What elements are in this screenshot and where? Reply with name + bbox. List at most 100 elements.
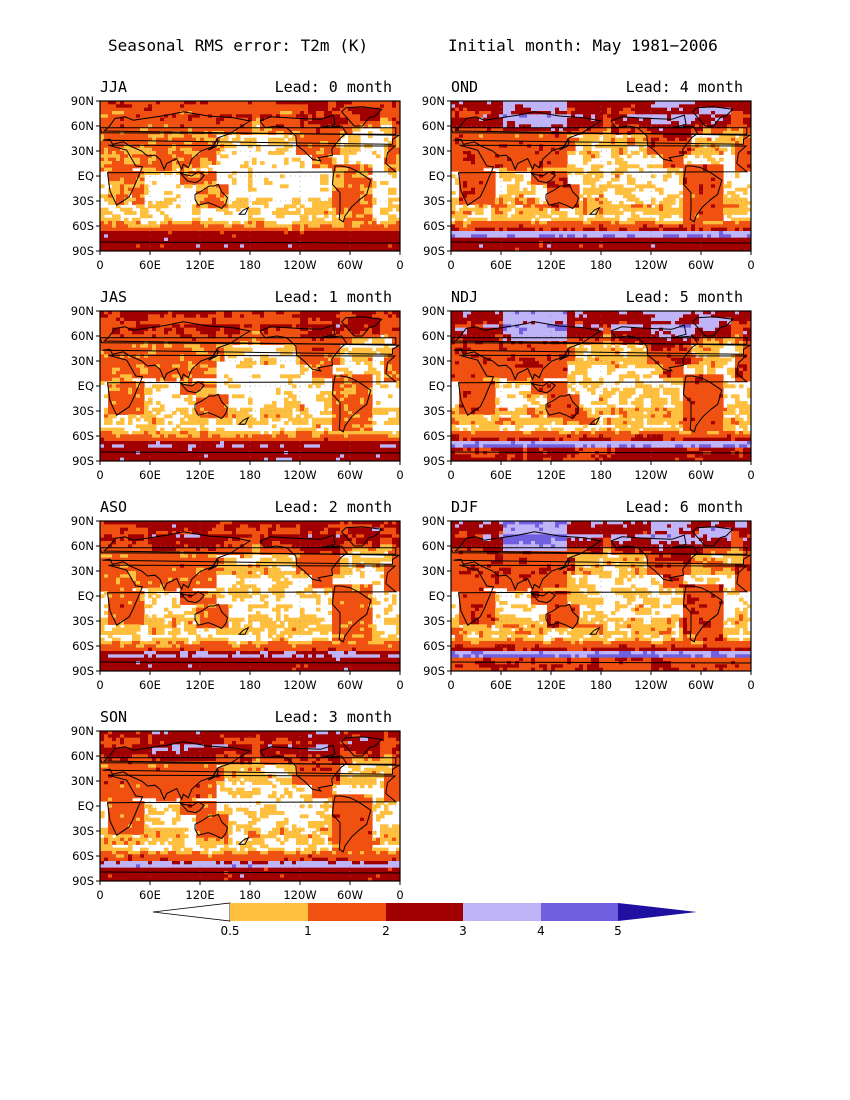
panel-season-label: DJF (451, 498, 478, 516)
lon-tick-label: 180 (590, 468, 612, 482)
lon-tick-label: 180 (590, 678, 612, 692)
lon-tick-label: 60E (490, 678, 512, 692)
lon-tick-label: 0 (96, 888, 103, 902)
lat-tick-label: 60N (422, 539, 445, 553)
lat-tick-label: EQ (78, 379, 94, 393)
coastlines (451, 526, 751, 664)
lon-tick-label: 0 (396, 258, 403, 272)
lat-tick-label: 60S (72, 639, 94, 653)
lon-tick-label: 120W (634, 678, 667, 692)
lon-tick-label: 120E (536, 468, 565, 482)
lat-tick-label: 30S (423, 194, 445, 208)
lat-tick-label: 90S (72, 874, 94, 888)
lat-tick-label: 30N (422, 354, 445, 368)
panel-season-label: JAS (100, 288, 127, 306)
lon-tick-label: 180 (239, 468, 261, 482)
coastlines (451, 106, 751, 244)
map-grid (451, 311, 751, 461)
lat-tick-label: 60S (72, 849, 94, 863)
lon-tick-label: 0 (396, 678, 403, 692)
lon-tick-label: 120E (185, 888, 214, 902)
lon-tick-label: 60E (139, 888, 161, 902)
panel-lead-label: Lead: 6 month (626, 498, 743, 516)
lon-tick-label: 60E (490, 258, 512, 272)
lat-tick-label: 60S (72, 429, 94, 443)
lat-tick-label: EQ (78, 169, 94, 183)
colorbar-segment (308, 903, 386, 921)
lat-tick-label: 30N (422, 144, 445, 158)
lat-tick-label: 90N (71, 94, 94, 108)
lat-tick-label: 90S (423, 244, 445, 258)
lat-tick-label: 90N (422, 94, 445, 108)
lat-tick-label: 60N (71, 329, 94, 343)
figure-subtitle: Initial month: May 1981−2006 (448, 36, 718, 55)
rms-error-field (100, 731, 400, 881)
lat-tick-label: 30S (72, 824, 94, 838)
colorbar-label: 3 (459, 924, 467, 938)
lat-tick-label: 30N (71, 144, 94, 158)
lat-tick-label: 30S (72, 404, 94, 418)
lon-tick-label: 120W (283, 468, 316, 482)
lat-tick-label: 60S (72, 219, 94, 233)
lon-tick-label: 60E (139, 678, 161, 692)
map-grid (100, 521, 400, 671)
lon-tick-label: 120E (185, 258, 214, 272)
figure-title: Seasonal RMS error: T2m (K) (108, 36, 368, 55)
lat-tick-label: EQ (429, 379, 445, 393)
lon-tick-label: 120W (283, 888, 316, 902)
panel-season-label: ASO (100, 498, 127, 516)
lon-tick-label: 0 (447, 468, 454, 482)
panel-lead-label: Lead: 5 month (626, 288, 743, 306)
coastlines (451, 316, 751, 454)
lat-tick-label: 30S (423, 404, 445, 418)
lat-tick-label: 60S (423, 639, 445, 653)
lon-tick-label: 120W (283, 678, 316, 692)
panel-lead-label: Lead: 0 month (275, 78, 392, 96)
panel-season-label: OND (451, 78, 478, 96)
lon-tick-label: 60W (688, 258, 714, 272)
lon-tick-label: 120E (185, 468, 214, 482)
lon-tick-label: 60W (337, 468, 363, 482)
lon-tick-label: 0 (447, 678, 454, 692)
coastlines (100, 106, 400, 244)
lon-tick-label: 60W (337, 678, 363, 692)
lon-tick-label: 120W (634, 468, 667, 482)
panel-season-label: SON (100, 708, 127, 726)
lon-tick-label: 120E (536, 258, 565, 272)
colorbar-segment (230, 903, 308, 921)
lat-tick-label: 30S (72, 194, 94, 208)
lon-tick-label: 180 (239, 258, 261, 272)
lon-tick-label: 60W (688, 468, 714, 482)
colorbar-segment (463, 903, 541, 921)
coastlines (100, 526, 400, 664)
lat-tick-label: 30N (71, 774, 94, 788)
lon-tick-label: 60W (337, 888, 363, 902)
lon-tick-label: 0 (396, 888, 403, 902)
lon-tick-label: 60E (139, 258, 161, 272)
lat-tick-label: EQ (78, 799, 94, 813)
colorbar-label: 0.5 (220, 924, 239, 938)
lat-tick-label: 60N (422, 119, 445, 133)
panel-lead-label: Lead: 3 month (275, 708, 392, 726)
lat-tick-label: EQ (78, 589, 94, 603)
lat-tick-label: 90S (72, 244, 94, 258)
lat-tick-label: 30N (71, 354, 94, 368)
map-grid (100, 101, 400, 251)
colorbar-label: 1 (304, 924, 312, 938)
panel-season-label: JJA (100, 78, 127, 96)
lat-tick-label: 90S (72, 664, 94, 678)
lon-tick-label: 180 (239, 678, 261, 692)
lon-tick-label: 180 (590, 258, 612, 272)
map-grid (100, 731, 400, 881)
lat-tick-label: 90N (71, 304, 94, 318)
lat-tick-label: 60S (423, 219, 445, 233)
lat-tick-label: 60N (71, 749, 94, 763)
colorbar-below-triangle (152, 902, 231, 922)
coastlines (100, 316, 400, 454)
